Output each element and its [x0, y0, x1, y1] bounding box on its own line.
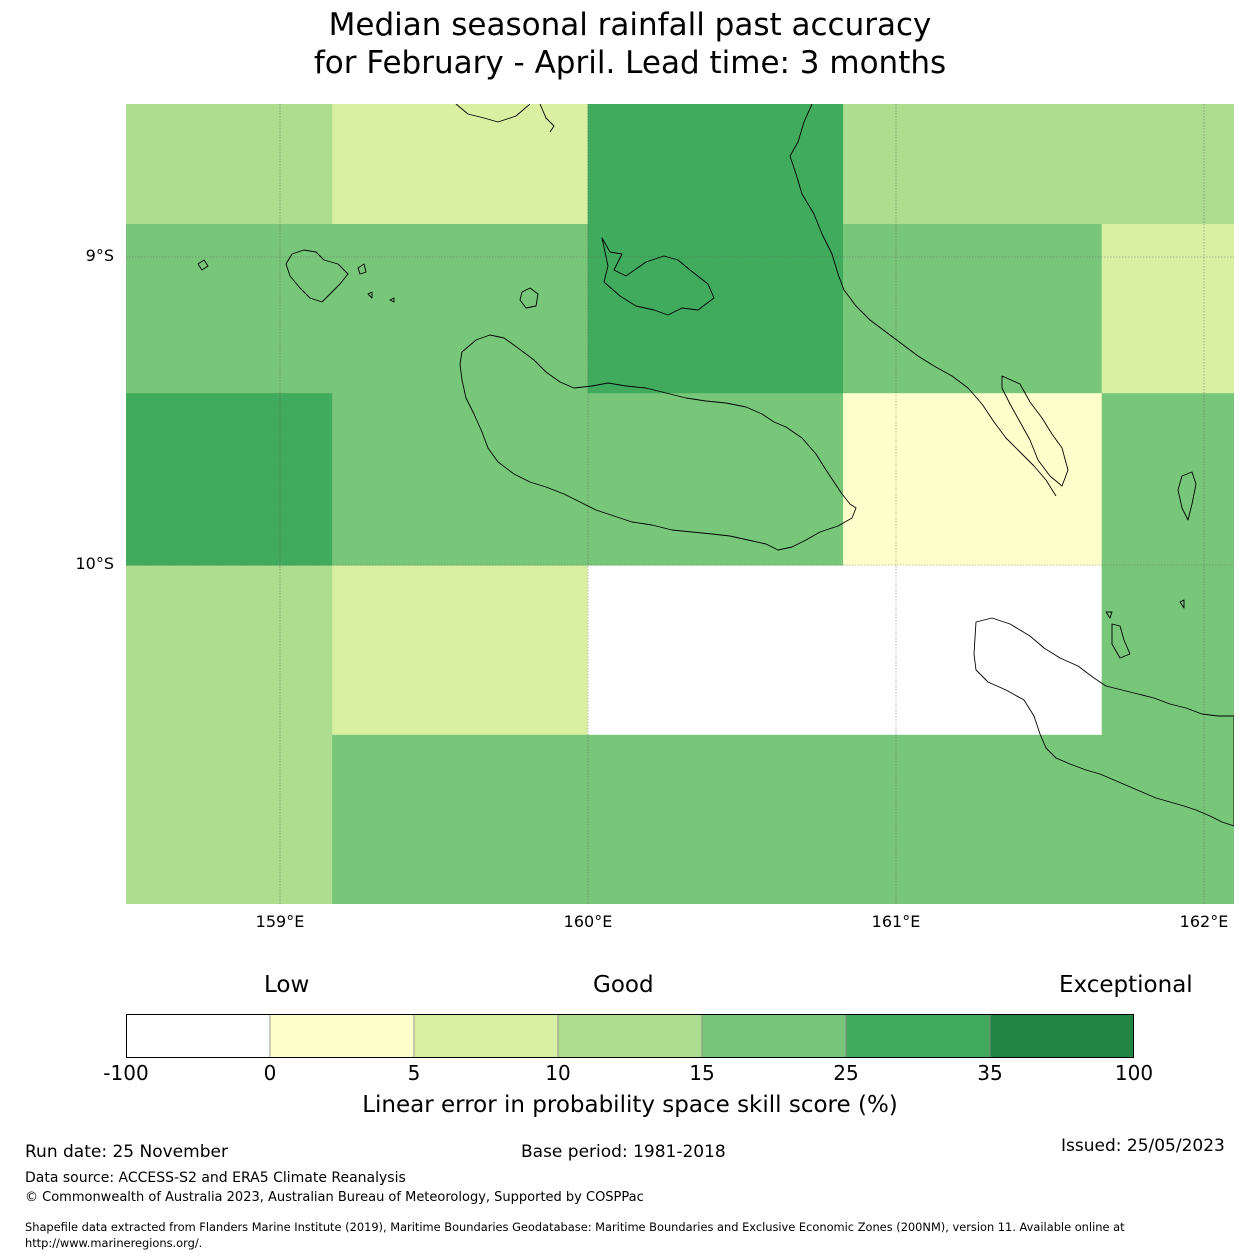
colorbar-tick: 25 — [833, 1061, 859, 1085]
grid-cell — [332, 734, 1234, 904]
lat-label-10s: 10°S — [75, 554, 114, 573]
small-malaita — [1001, 375, 1069, 487]
grid-cell — [587, 565, 1103, 736]
issued-date: Issued: 25/05/2023 — [1061, 1136, 1225, 1156]
colorbar-tick: 10 — [545, 1061, 571, 1085]
grid-cell — [843, 104, 1234, 225]
grid-cell — [126, 565, 333, 904]
small-island-west-3 — [367, 291, 373, 299]
colorbar-tick: 35 — [977, 1061, 1003, 1085]
graticule — [126, 104, 1234, 904]
colorbar-tick: 100 — [1114, 1061, 1154, 1085]
colorbar-tick: -100 — [103, 1061, 149, 1085]
colorbar-segment — [413, 1014, 559, 1058]
lon-label-161e: 161°E — [871, 912, 921, 931]
shapefile-url: http://www.marineregions.org/. — [25, 1236, 203, 1250]
ulawa-island — [1177, 471, 1197, 521]
lon-label-159e: 159°E — [255, 912, 305, 931]
grid-cell — [126, 224, 589, 394]
legend-category-good: Good — [593, 972, 654, 998]
makira-islet-1 — [1111, 623, 1131, 659]
chart-title: Median seasonal rainfall past accuracy f… — [0, 6, 1260, 82]
grid-cell — [126, 104, 333, 225]
lat-label-9s: 9°S — [85, 246, 114, 265]
colorbar-title: Linear error in probability space skill … — [362, 1092, 898, 1118]
colorbar-segment — [126, 1014, 271, 1058]
data-source: Data source: ACCESS-S2 and ERA5 Climate … — [25, 1170, 406, 1186]
small-island-west-2 — [357, 263, 367, 275]
colorbar-segment — [845, 1014, 991, 1058]
colorbar-tick: 15 — [689, 1061, 715, 1085]
makira-islet-3 — [1105, 611, 1113, 619]
grid-cell — [1101, 393, 1234, 566]
lon-label-160e: 160°E — [563, 912, 613, 931]
lon-label-162e: 162°E — [1179, 912, 1229, 931]
small-island-west-4 — [389, 297, 395, 303]
colorbar-segment — [269, 1014, 415, 1058]
makira-island — [973, 617, 1234, 827]
grid-cell — [1101, 224, 1234, 394]
coastlines — [197, 104, 1234, 827]
colorbar-frame — [126, 1014, 1134, 1058]
grid-cell — [843, 224, 1103, 394]
shapefile-credit: Shapefile data extracted from Flanders M… — [25, 1220, 1125, 1234]
grid-cell — [1101, 565, 1234, 736]
skill-map — [126, 104, 1234, 904]
florida-islands — [601, 237, 715, 316]
colorbar-segment — [557, 1014, 703, 1058]
russell-islands — [285, 249, 349, 303]
run-date: Run date: 25 November — [25, 1142, 228, 1162]
grid-cell — [332, 104, 589, 225]
base-period: Base period: 1981-2018 — [521, 1142, 726, 1162]
guadalcanal-island — [459, 334, 857, 551]
grid-cell — [843, 393, 1103, 566]
legend-category-exceptional: Exceptional — [1059, 972, 1193, 998]
grid-cell — [332, 565, 589, 736]
malaita-west-coast — [789, 104, 1057, 497]
colorbar-tick: 0 — [263, 1061, 277, 1085]
colorbar-segment — [989, 1014, 1134, 1058]
colorbar — [126, 1014, 1134, 1058]
title-line-2: for February - April. Lead time: 3 month… — [313, 45, 947, 81]
colorbar-segment — [701, 1014, 847, 1058]
title-line-1: Median seasonal rainfall past accuracy — [328, 7, 932, 43]
colorbar-tick: 5 — [407, 1061, 421, 1085]
legend-category-low: Low — [264, 972, 310, 998]
copyright: © Commonwealth of Australia 2023, Austra… — [25, 1190, 644, 1205]
makira-islet-2 — [1179, 599, 1185, 609]
grid-cell — [126, 393, 333, 566]
nggela-north-islets — [455, 104, 531, 123]
grid-cells — [126, 104, 1234, 904]
savo-island — [519, 287, 539, 309]
grid-cell — [587, 224, 844, 394]
grid-cell — [587, 104, 844, 225]
small-island-west-1 — [197, 259, 209, 271]
islet-north-center — [539, 104, 555, 133]
